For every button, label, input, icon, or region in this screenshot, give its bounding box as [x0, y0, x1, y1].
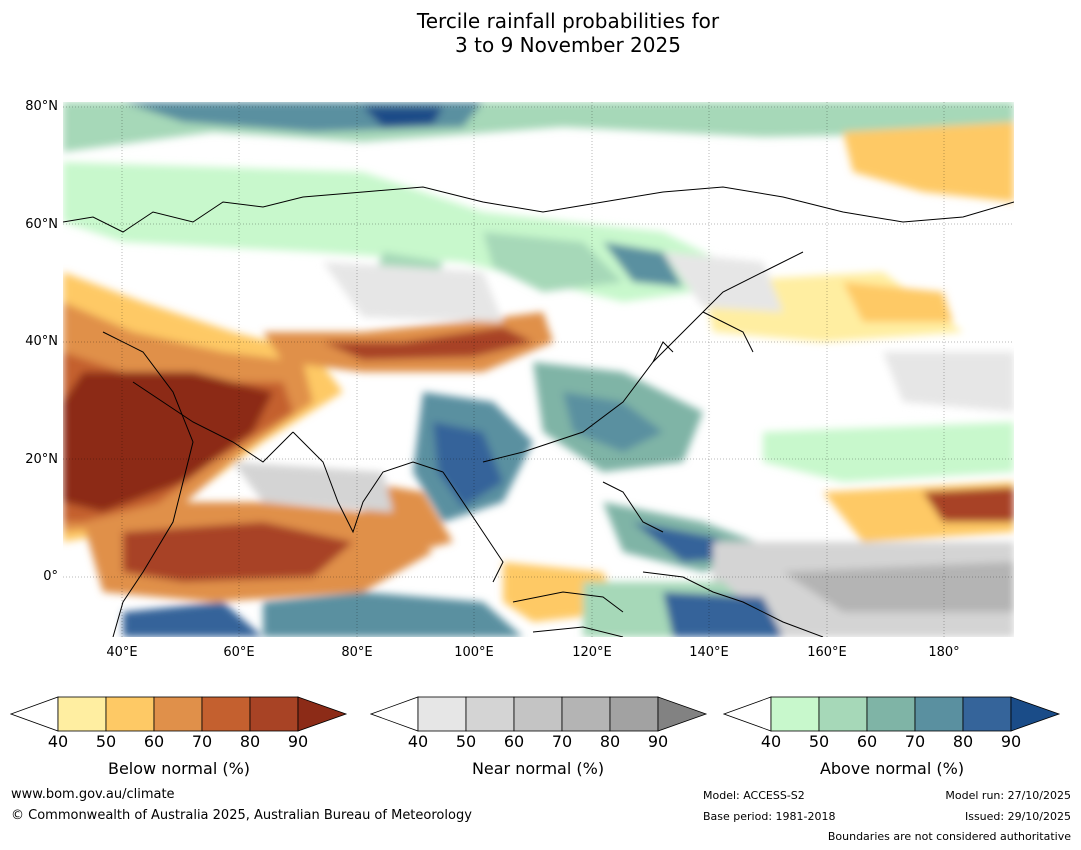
colorbar-swatch	[866, 696, 916, 732]
lat-tick-80n: 80°N	[25, 99, 58, 114]
map-title: Tercile rainfall probabilities for 3 to …	[0, 9, 1081, 57]
lon-tick-40e: 40°E	[106, 645, 138, 660]
colorbar-swatch	[914, 696, 964, 732]
colorbar-tick-label: 90	[287, 732, 309, 751]
graticule	[63, 102, 1014, 637]
colorbar-over-triangle	[297, 696, 348, 732]
lon-tick-60e: 60°E	[223, 645, 255, 660]
colorbar-swatch	[770, 696, 820, 732]
colorbar-above-swatches	[723, 696, 1061, 732]
footer-model: Model: ACCESS-S2	[703, 789, 805, 802]
map-svg	[63, 102, 1014, 637]
colorbar-below-normal	[10, 696, 348, 732]
colorbar-near-swatches	[370, 696, 708, 732]
colorbar-over-triangle	[657, 696, 708, 732]
lon-tick-160e: 160°E	[807, 645, 847, 660]
colorbar-above-normal	[723, 696, 1061, 732]
colorbar-tick-label: 70	[904, 732, 926, 751]
colorbar-swatch	[609, 696, 659, 732]
colorbar-above-label: Above normal (%)	[819, 759, 965, 778]
colorbar-tick-label: 60	[856, 732, 878, 751]
footer-issued: Issued: 29/10/2025	[964, 810, 1071, 823]
colorbar-swatch	[153, 696, 203, 732]
colorbar-swatch	[417, 696, 467, 732]
rainfall-probability-map	[63, 102, 1014, 637]
colorbar-tick-label: 50	[455, 732, 477, 751]
colorbar-swatch	[513, 696, 563, 732]
colorbar-below-label: Below normal (%)	[107, 759, 251, 778]
colorbar-over-triangle	[1010, 696, 1061, 732]
colorbar-tick-label: 40	[47, 732, 69, 751]
colorbar-swatch	[249, 696, 299, 732]
lon-tick-140e: 140°E	[689, 645, 729, 660]
lon-tick-180: 180°	[928, 645, 960, 660]
lon-tick-120e: 120°E	[572, 645, 612, 660]
colorbar-swatch	[105, 696, 155, 732]
lat-tick-0: 0°	[43, 569, 58, 584]
colorbar-tick-label: 90	[1000, 732, 1022, 751]
footer-copyright: © Commonwealth of Australia 2025, Austra…	[11, 808, 472, 823]
colorbar-near-label: Near normal (%)	[471, 759, 605, 778]
lon-tick-80e: 80°E	[341, 645, 373, 660]
colorbar-swatch	[962, 696, 1012, 732]
colorbar-tick-label: 80	[599, 732, 621, 751]
probability-shading	[63, 102, 1014, 637]
colorbar-tick-label: 70	[191, 732, 213, 751]
colorbar-swatch	[465, 696, 515, 732]
lat-tick-20n: 20°N	[25, 452, 58, 467]
lat-tick-40n: 40°N	[25, 334, 58, 349]
colorbar-swatch	[201, 696, 251, 732]
footer-url: www.bom.gov.au/climate	[11, 787, 175, 802]
colorbar-tick-label: 90	[647, 732, 669, 751]
lat-tick-60n: 60°N	[25, 217, 58, 232]
colorbar-tick-label: 50	[95, 732, 117, 751]
colorbar-tick-label: 50	[808, 732, 830, 751]
colorbar-tick-label: 70	[551, 732, 573, 751]
colorbar-under-triangle	[723, 696, 772, 732]
footer-model-run: Model run: 27/10/2025	[945, 789, 1071, 802]
title-line-1: Tercile rainfall probabilities for	[416, 9, 720, 33]
lon-tick-100e: 100°E	[454, 645, 494, 660]
colorbar-tick-label: 80	[952, 732, 974, 751]
footer-base-period: Base period: 1981-2018	[703, 810, 836, 823]
colorbar-tick-label: 40	[760, 732, 782, 751]
colorbar-swatch	[818, 696, 868, 732]
colorbar-tick-label: 60	[143, 732, 165, 751]
colorbar-below-swatches	[10, 696, 348, 732]
colorbar-tick-label: 40	[407, 732, 429, 751]
footer-disclaimer: Boundaries are not considered authoritat…	[827, 830, 1071, 843]
colorbar-tick-label: 80	[239, 732, 261, 751]
colorbar-under-triangle	[10, 696, 59, 732]
title-line-2: 3 to 9 November 2025	[455, 33, 681, 57]
coastlines	[63, 186, 1014, 637]
colorbar-near-normal	[370, 696, 708, 732]
colorbar-under-triangle	[370, 696, 419, 732]
colorbar-swatch	[57, 696, 107, 732]
colorbar-tick-label: 60	[503, 732, 525, 751]
colorbar-swatch	[561, 696, 611, 732]
